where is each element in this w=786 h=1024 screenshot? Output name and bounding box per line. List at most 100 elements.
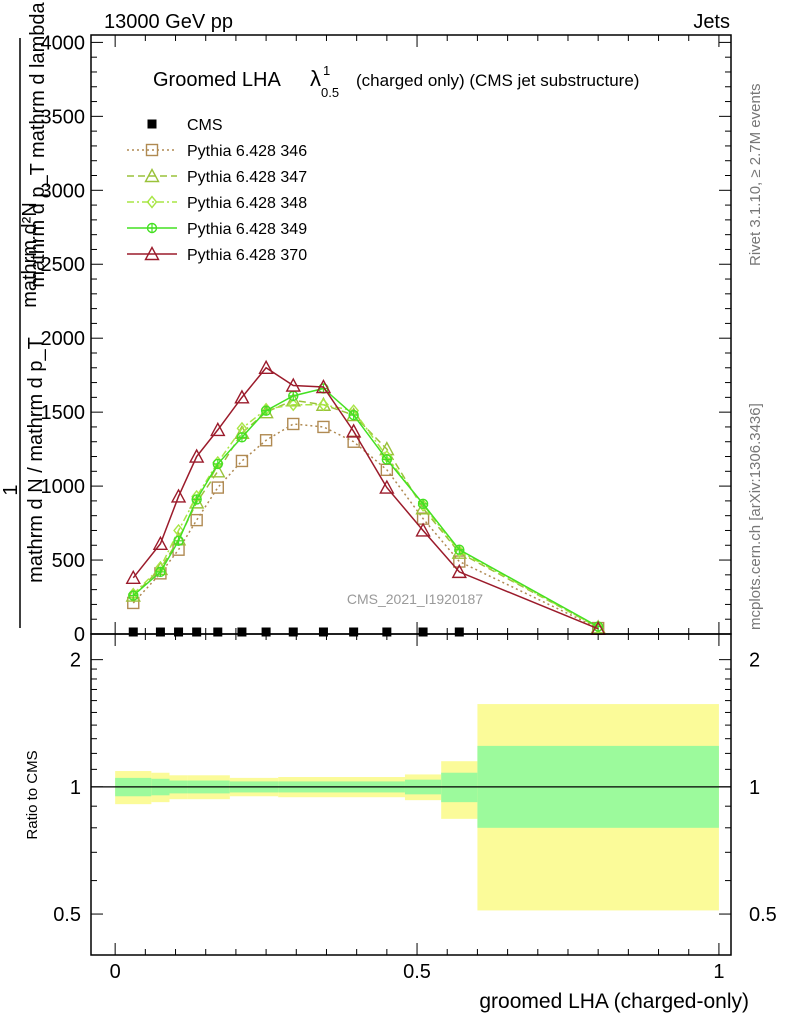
main-ytick-label: 0 [74, 624, 85, 646]
series-line-pythia-6-428-349 [132, 387, 599, 628]
ratio-ytick-label: 2 [70, 650, 81, 672]
legend-marker [144, 246, 160, 261]
ratio-ytick-label-right: 2 [749, 650, 760, 672]
point-pythia-6-428-349 [173, 535, 184, 547]
title-sup: 1 [323, 63, 330, 78]
main-ytick-label: 2500 [41, 254, 86, 276]
point-pythia-6-428-370 [152, 535, 169, 550]
point-pythia-6-428-346 [211, 481, 224, 494]
point-pythia-6-428-370 [379, 479, 395, 494]
point-pythia-6-428-346 [190, 513, 203, 527]
legend: CMS Pythia 6.428 346 Pythia 6.428 347 Pythi… [127, 117, 307, 264]
ylabel-one: 1 [0, 484, 22, 495]
point-pythia-6-428-349 [348, 409, 359, 421]
legend-marker [146, 222, 158, 234]
point-cms [174, 627, 184, 637]
point-pythia-6-428-349 [417, 498, 429, 510]
point-pythia-6-428-349 [155, 566, 166, 578]
ratio-ytick-label-right: 0.5 [749, 904, 777, 926]
point-pythia-6-428-349 [236, 432, 248, 443]
legend-item-pythia-6-428-370: Pythia 6.428 370 [127, 246, 307, 264]
point-cms [155, 627, 165, 637]
title-sub: 0.5 [321, 85, 339, 100]
xtick-label: 0 [110, 961, 121, 983]
header-left-label: 13000 GeV pp [104, 11, 233, 33]
main-ytick-label: 1000 [41, 476, 86, 498]
point-pythia-6-428-370 [234, 389, 250, 404]
point-cms [418, 627, 428, 637]
ratio-ytick-label-right: 1 [749, 777, 760, 799]
mcplots-label: mcplots.cern.ch [arXiv:1306.3436] [747, 403, 764, 630]
point-pythia-6-428-370 [451, 563, 467, 579]
point-pythia-6-428-349 [191, 494, 202, 505]
legend-marker [146, 195, 158, 209]
point-cms [128, 627, 138, 637]
legend-item-pythia-6-428-348: Pythia 6.428 348 [127, 195, 307, 212]
main-plot: 0 500 1000 1500 2000 2500 3000 3500 4000 [41, 32, 732, 646]
point-pythia-6-428-370 [125, 569, 141, 584]
xlabel: groomed LHA (charged-only) [479, 990, 749, 1013]
point-pythia-6-428-346 [235, 454, 249, 468]
main-ytick-label: 4000 [41, 32, 86, 54]
ratio-ytick-label: 0.5 [53, 904, 81, 926]
title-rest: (charged only) (CMS jet substructure) [356, 71, 639, 90]
rivet-version-label: Rivet 3.1.10, ≥ 2.7M events [747, 84, 764, 267]
ratio-ylabel: Ratio to CMS [24, 750, 41, 839]
xtick-label: 0.5 [403, 961, 431, 983]
point-pythia-6-428-346 [287, 417, 300, 431]
point-pythia-6-428-370 [188, 448, 205, 463]
point-cms [454, 627, 464, 637]
ylabel-bottom: mathrm d N / mathrm d p_T [25, 337, 47, 583]
legend-marker [144, 168, 160, 183]
legend-marker [145, 143, 159, 157]
xtick-label: 1 [713, 961, 724, 983]
point-pythia-6-428-349 [128, 590, 139, 601]
point-pythia-6-428-349 [288, 390, 299, 402]
main-ytick-label: 3000 [41, 180, 86, 202]
title-main: Groomed LHA [153, 69, 281, 91]
analysis-watermark: CMS_2021_I1920187 [347, 591, 483, 607]
point-cms [318, 627, 328, 637]
point-pythia-6-428-346 [317, 420, 330, 434]
ratio-frame [90, 633, 732, 956]
point-pythia-6-428-349 [212, 458, 223, 470]
ylabel-top: mathrm d²N [19, 202, 41, 308]
legend-label: Pythia 6.428 348 [187, 195, 307, 212]
point-pythia-6-428-370 [258, 359, 274, 374]
main-ytick-label: 3500 [41, 106, 86, 128]
legend-item-pythia-6-428-349: Pythia 6.428 349 [127, 221, 307, 238]
point-pythia-6-428-348 [318, 398, 329, 412]
main-ylabel: mathrm d²N mathrm d p_T mathrm d lambda … [0, 1, 49, 628]
series-line-pythia-6-428-370 [132, 366, 599, 630]
main-ytick-label: 2000 [41, 328, 86, 350]
ratio-plot: 0 0.5 1 0.5 0.5 1 1 2 2 [53, 633, 777, 983]
point-pythia-6-428-370 [345, 423, 362, 438]
legend-item-cms: CMS [147, 117, 223, 134]
point-cms [261, 627, 271, 637]
point-pythia-6-428-370 [315, 379, 332, 394]
point-pythia-6-428-348 [287, 398, 299, 412]
title-lambda: λ [310, 66, 321, 91]
point-cms [349, 627, 359, 637]
legend-label: Pythia 6.428 347 [187, 169, 307, 186]
point-pythia-6-428-349 [381, 454, 393, 465]
point-cms [213, 627, 223, 637]
legend-label: Pythia 6.428 346 [187, 143, 307, 160]
point-pythia-6-428-370 [210, 421, 226, 437]
header-right-label: Jets [693, 11, 730, 33]
point-cms [382, 627, 392, 637]
point-pythia-6-428-370 [415, 522, 431, 537]
legend-item-pythia-6-428-347: Pythia 6.428 347 [127, 168, 307, 186]
point-cms [192, 627, 202, 637]
point-pythia-6-428-370 [170, 488, 187, 503]
point-pythia-6-428-370 [285, 377, 301, 392]
main-ytick-label: 500 [52, 550, 85, 572]
point-pythia-6-428-349 [454, 544, 465, 555]
main-title: Groomed LHA λ 1 0.5 (charged only) (CMS … [153, 63, 639, 100]
point-cms [288, 627, 298, 637]
point-pythia-6-428-346 [259, 434, 273, 447]
legend-label: CMS [187, 117, 223, 134]
ylabel-top2: mathrm d p_T mathrm d lambda [27, 1, 49, 287]
legend-label: Pythia 6.428 370 [187, 247, 307, 264]
